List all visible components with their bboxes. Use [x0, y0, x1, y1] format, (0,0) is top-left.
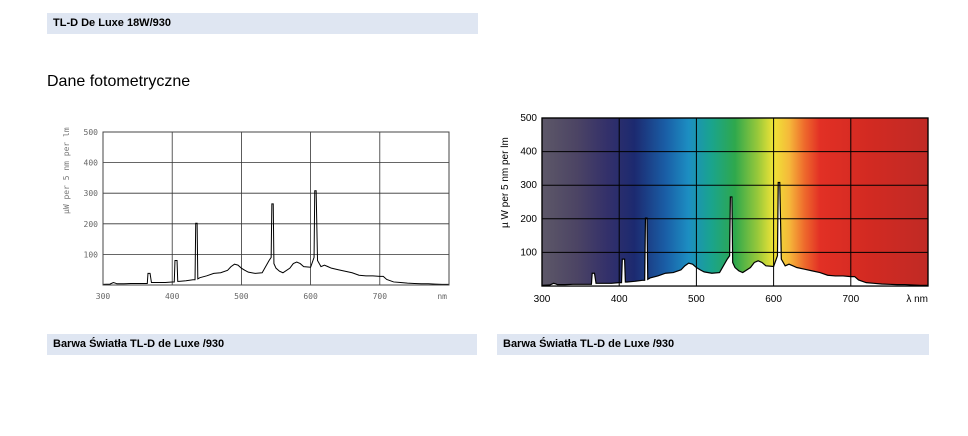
x-tick-label: 500: [234, 292, 249, 301]
x-tick-label: 400: [165, 292, 180, 301]
plot-background: [541, 117, 929, 287]
section-title: Dane fotometryczne: [47, 73, 191, 90]
caption-bar-right: Barwa Światła TL-D de Luxe /930: [497, 334, 929, 355]
x-tick-label: 300: [534, 294, 551, 305]
spectrum-chart-right: 100 200 300 400 500 300 400 500 600 700 λ nm µ W p…: [500, 113, 929, 305]
caption-right: Barwa Światła TL-D de Luxe /930: [503, 338, 675, 350]
y-tick-label: 100: [520, 247, 537, 258]
y-tick-label: 400: [520, 147, 537, 158]
spectrum-line: [102, 190, 449, 285]
x-axis-label: nm: [437, 292, 447, 301]
y-tick-label: 500: [520, 113, 537, 124]
plot-background: [102, 131, 450, 286]
y-axis-label-right: µ W per 5 nm per lm: [500, 137, 511, 228]
x-axis-label: λ nm: [906, 294, 928, 305]
product-title-bar: TL-D De Luxe 18W/930: [47, 13, 478, 34]
plot-frame: [541, 117, 929, 287]
caption-left: Barwa Światła TL-D de Luxe /930: [53, 338, 225, 350]
x-tick-label: 700: [842, 294, 859, 305]
caption-bar-left: Barwa Światła TL-D de Luxe /930: [47, 334, 477, 355]
x-tick-label: 600: [303, 292, 318, 301]
x-tick-label: 700: [373, 292, 388, 301]
x-tick-label: 300: [96, 292, 111, 301]
product-title: TL-D De Luxe 18W/930: [53, 17, 171, 29]
y-tick-label: 200: [520, 214, 537, 225]
x-tick-label: 500: [688, 294, 705, 305]
y-tick-label: 200: [84, 220, 99, 229]
y-tick-label: 500: [84, 128, 99, 137]
plot-area-left: 100 200 300 400 500 300 400 500 600 700 nm: [84, 128, 450, 301]
plot-area-right: 100 200 300 400 500 300 400 500 600 700 λ nm: [520, 113, 929, 305]
plot-frame: [102, 131, 450, 286]
y-tick-label: 400: [84, 159, 99, 168]
spectrum-line: [541, 181, 928, 286]
y-axis-label-left: µW per 5 nm per lm: [62, 127, 71, 214]
y-tick-label: 300: [84, 189, 99, 198]
x-tick-label: 400: [611, 294, 628, 305]
x-tick-label: 600: [765, 294, 782, 305]
y-tick-label: 300: [520, 180, 537, 191]
y-tick-label: 100: [84, 250, 99, 259]
spectrum-chart-left: 100 200 300 400 500 300 400 500 600 700 nm µW per …: [62, 127, 450, 301]
